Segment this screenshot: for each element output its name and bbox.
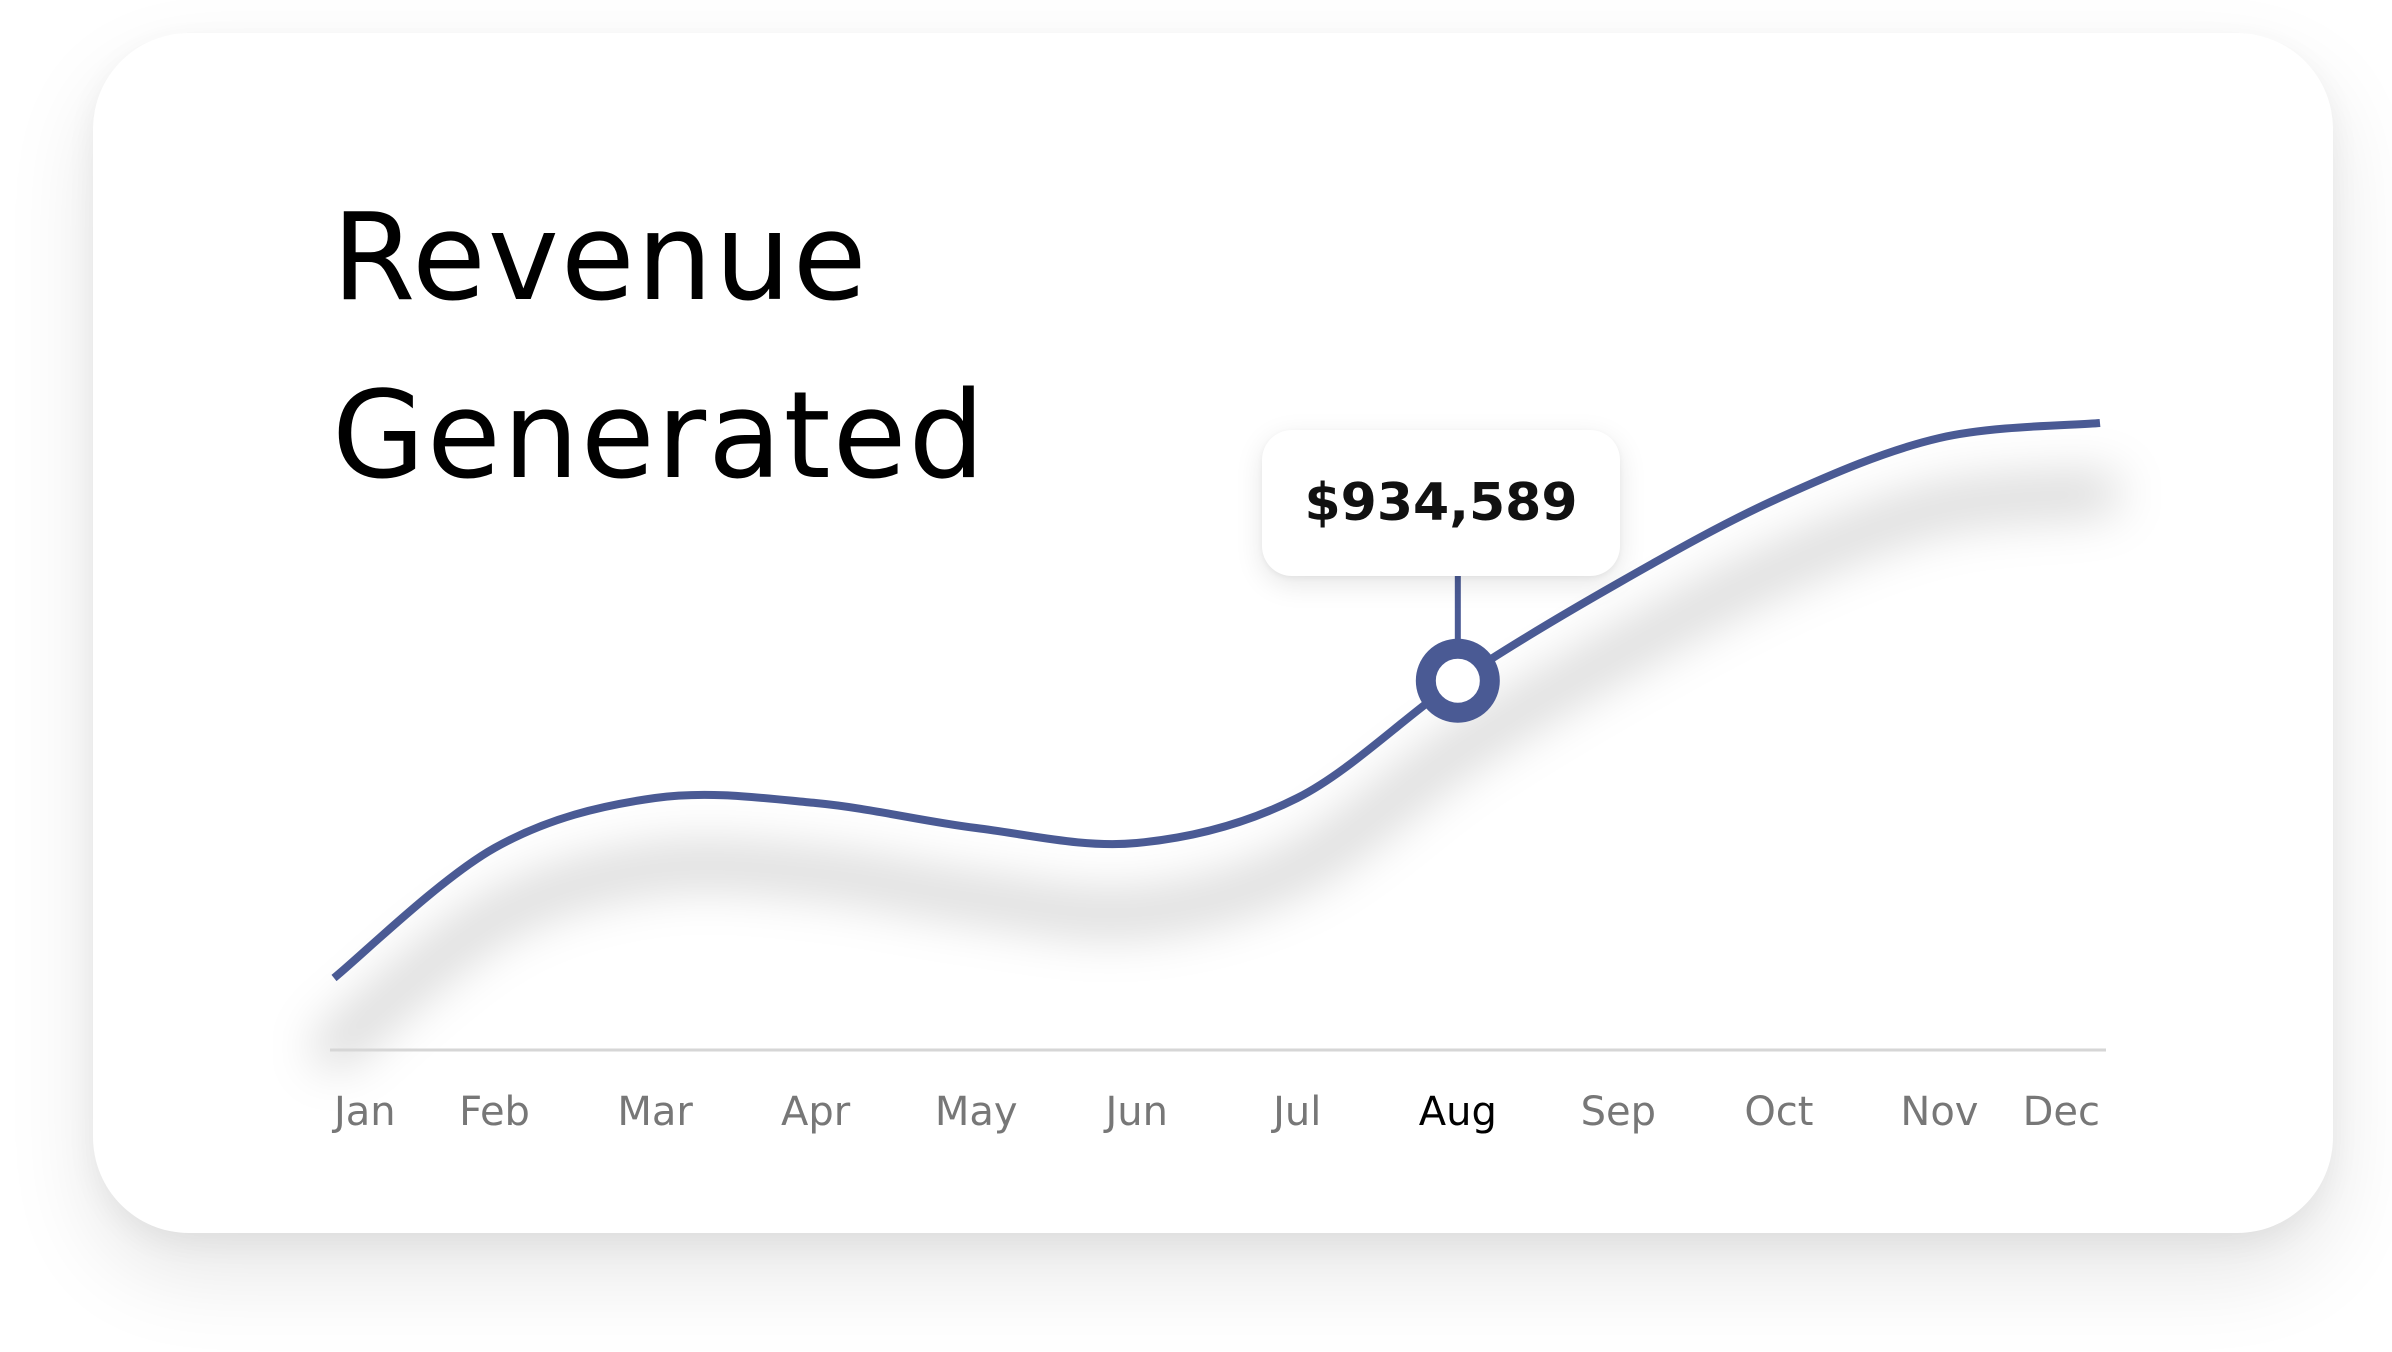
revenue-card — [93, 33, 2333, 1233]
x-tick-label-may: May — [935, 1089, 1018, 1135]
chart-title-line-1: Revenue — [332, 189, 869, 328]
value-tooltip: $934,589 — [1262, 430, 1620, 576]
chart-title-line-2: Generated — [332, 367, 987, 506]
x-tick-label-oct: Oct — [1744, 1089, 1813, 1135]
tooltip-value: $934,589 — [1304, 473, 1578, 533]
series-line-shadow — [314, 473, 2120, 1068]
series-layer — [331, 419, 2101, 982]
x-tick-label-jul: Jul — [1270, 1089, 1321, 1135]
x-tick-label-nov: Nov — [1900, 1089, 1978, 1135]
marker-layer — [1415, 638, 1500, 723]
x-tick-label-jan: Jan — [331, 1089, 396, 1135]
x-tick-label-feb: Feb — [459, 1089, 530, 1135]
x-tick-label-jun: Jun — [1102, 1089, 1168, 1135]
x-tick-label-apr: Apr — [781, 1089, 851, 1135]
x-tick-label-sep: Sep — [1581, 1089, 1656, 1135]
x-tick-labels: Jan Feb Mar Apr May Jun Jul Aug Sep Oct Nov Dec — [331, 1089, 2100, 1135]
series-line — [331, 419, 2101, 982]
x-tick-label-mar: Mar — [617, 1089, 693, 1135]
x-tick-label-aug: Aug — [1419, 1089, 1497, 1135]
highlight-point-marker[interactable] — [1415, 638, 1500, 723]
x-tick-label-dec: Dec — [2023, 1089, 2100, 1135]
chart-title: Revenue Generated — [332, 170, 987, 526]
line-shadow — [314, 473, 2120, 1068]
